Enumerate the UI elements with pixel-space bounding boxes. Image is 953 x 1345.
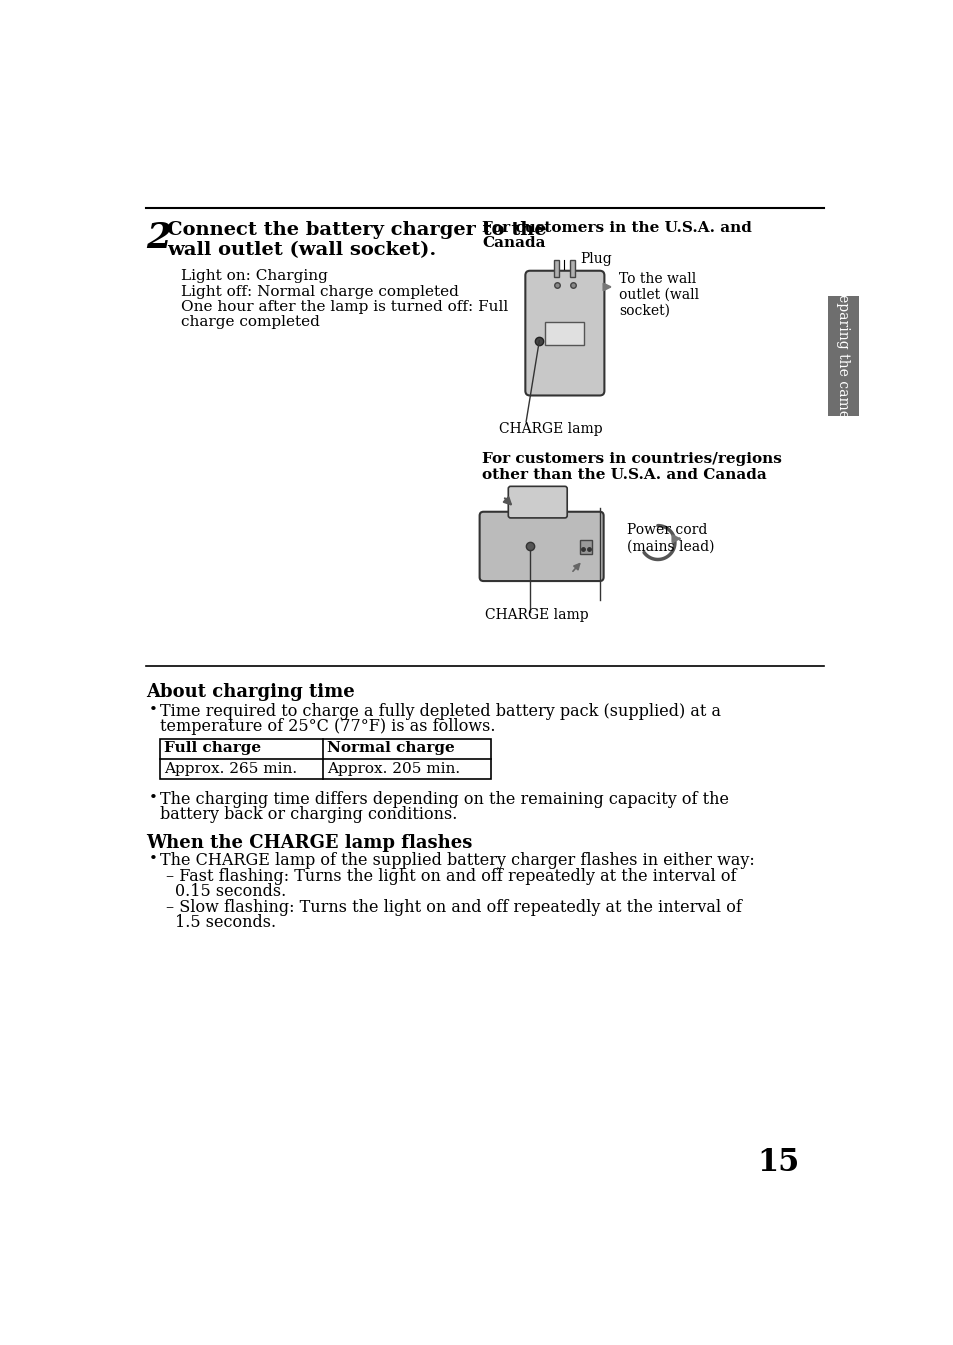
Text: Full charge: Full charge [164,741,261,755]
Text: 2: 2 [146,222,172,256]
Text: CHARGE lamp: CHARGE lamp [484,608,588,621]
Text: Connect the battery charger to the: Connect the battery charger to the [167,222,546,239]
Text: charge completed: charge completed [181,315,320,330]
FancyBboxPatch shape [508,487,567,518]
Text: Plug: Plug [579,253,612,266]
Bar [827,296,858,416]
Text: Approx. 205 min.: Approx. 205 min. [327,763,459,776]
Text: other than the U.S.A. and Canada: other than the U.S.A. and Canada [481,468,766,482]
Bar [554,260,558,277]
FancyBboxPatch shape [479,511,603,581]
Text: For customers in the U.S.A. and: For customers in the U.S.A. and [481,222,751,235]
Text: – Fast flashing: Turns the light on and off repeatedly at the interval of: – Fast flashing: Turns the light on and … [166,869,736,885]
Text: •: • [149,703,157,717]
Text: CHARGE lamp: CHARGE lamp [498,422,602,436]
Text: About charging time: About charging time [146,683,355,702]
Text: temperature of 25°C (77°F) is as follows.: temperature of 25°C (77°F) is as follows… [160,718,496,736]
Text: Power cord
(mains lead): Power cord (mains lead) [626,523,714,554]
Text: Normal charge: Normal charge [327,741,455,755]
Text: 0.15 seconds.: 0.15 seconds. [174,882,286,900]
Bar [160,738,491,779]
Bar [569,260,575,277]
Text: •: • [149,853,157,866]
Text: Approx. 265 min.: Approx. 265 min. [164,763,297,776]
Text: For customers in countries/regions: For customers in countries/regions [481,452,781,467]
Text: Canada: Canada [481,237,545,250]
Text: 1.5 seconds.: 1.5 seconds. [174,913,275,931]
Text: wall outlet (wall socket).: wall outlet (wall socket). [167,241,436,258]
Text: Light on: Charging: Light on: Charging [181,269,328,284]
Bar [579,541,592,554]
Text: The CHARGE lamp of the supplied battery charger flashes in either way:: The CHARGE lamp of the supplied battery … [160,853,754,869]
Text: battery back or charging conditions.: battery back or charging conditions. [160,806,457,823]
Text: To the wall
outlet (wall
socket): To the wall outlet (wall socket) [618,272,699,317]
Text: When the CHARGE lamp flashes: When the CHARGE lamp flashes [146,834,473,851]
Text: 15: 15 [757,1147,799,1178]
Text: Preparing the camera: Preparing the camera [835,278,849,433]
Text: Light off: Normal charge completed: Light off: Normal charge completed [181,285,458,299]
Text: Time required to charge a fully depleted battery pack (supplied) at a: Time required to charge a fully depleted… [160,703,720,721]
FancyBboxPatch shape [525,270,604,395]
Text: – Slow flashing: Turns the light on and off repeatedly at the interval of: – Slow flashing: Turns the light on and … [166,898,740,916]
Text: The charging time differs depending on the remaining capacity of the: The charging time differs depending on t… [160,791,728,808]
Bar [545,321,583,344]
Text: •: • [149,791,157,806]
Text: One hour after the lamp is turned off: Full: One hour after the lamp is turned off: F… [181,300,508,313]
